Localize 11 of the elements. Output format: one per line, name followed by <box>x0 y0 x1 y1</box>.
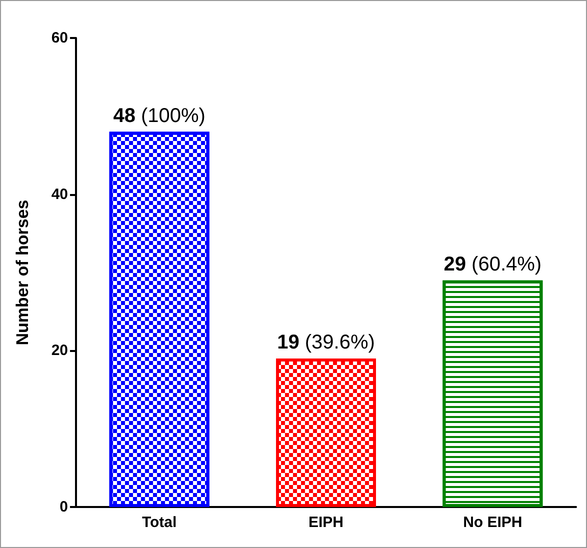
data-label: 29 (60.4%) <box>444 253 542 276</box>
y-axis-title: Number of horses <box>13 200 32 346</box>
x-tick-label: No EIPH <box>463 514 522 531</box>
data-label: 19 (39.6%) <box>277 331 375 354</box>
x-tick-label: Total <box>142 514 177 531</box>
y-tick-label: 40 <box>51 186 68 203</box>
y-tick-label: 60 <box>51 30 68 46</box>
y-tick-label: 0 <box>60 498 68 516</box>
x-tick-label: EIPH <box>308 514 344 531</box>
data-label: 48 (100%) <box>113 104 206 127</box>
y-tick-label: 20 <box>51 342 68 360</box>
